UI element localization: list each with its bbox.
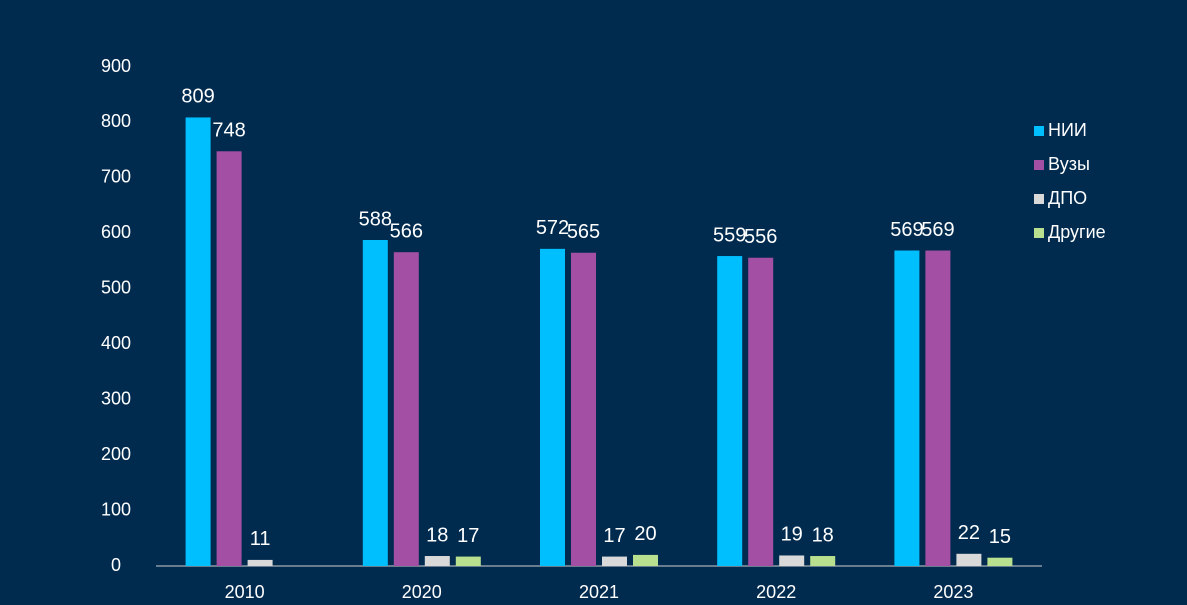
data-label: 22 xyxy=(958,522,980,544)
data-label: 748 xyxy=(212,120,245,142)
y-tick-label: 300 xyxy=(101,388,131,408)
data-label: 17 xyxy=(457,525,479,547)
bar xyxy=(540,248,565,566)
x-tick-label: 2021 xyxy=(579,582,619,602)
y-tick-label: 400 xyxy=(101,333,131,353)
data-label: 588 xyxy=(359,208,392,230)
data-label: 11 xyxy=(250,528,271,550)
bar xyxy=(602,556,627,566)
legend-swatch xyxy=(1034,126,1044,136)
y-tick-label: 700 xyxy=(101,167,131,187)
data-label: 566 xyxy=(390,220,423,242)
legend-label: Другие xyxy=(1048,222,1106,242)
y-tick-label: 800 xyxy=(101,111,131,131)
y-tick-label: 500 xyxy=(101,278,131,298)
legend-label: ДПО xyxy=(1048,188,1087,208)
data-label: 17 xyxy=(603,525,625,547)
data-label: 572 xyxy=(536,217,569,239)
bar xyxy=(455,556,481,566)
legend-label: Вузы xyxy=(1048,154,1090,174)
y-tick-label: 200 xyxy=(101,444,131,464)
data-label: 569 xyxy=(921,219,954,241)
data-label: 18 xyxy=(812,524,834,546)
y-tick-label: 0 xyxy=(111,555,121,575)
data-label: 809 xyxy=(181,86,214,108)
data-label: 556 xyxy=(744,226,777,248)
legend-swatch xyxy=(1034,160,1044,170)
bar xyxy=(633,554,658,566)
y-tick-label: 900 xyxy=(101,56,131,76)
data-label: 565 xyxy=(567,221,600,243)
y-tick-label: 600 xyxy=(101,222,131,242)
bar xyxy=(748,257,774,566)
x-tick-label: 2022 xyxy=(756,582,796,602)
legend-swatch xyxy=(1034,228,1044,238)
x-tick-label: 2023 xyxy=(933,582,973,602)
data-label: 559 xyxy=(713,224,746,246)
data-label: 15 xyxy=(989,526,1011,548)
bar xyxy=(424,556,450,566)
data-label: 18 xyxy=(426,524,448,546)
x-tick-label: 2010 xyxy=(225,582,265,602)
y-tick-label: 100 xyxy=(101,499,131,519)
bar xyxy=(247,559,273,566)
bar xyxy=(393,252,419,566)
x-tick-label: 2020 xyxy=(402,582,442,602)
bar xyxy=(362,239,388,566)
bar xyxy=(779,555,805,566)
data-label: 569 xyxy=(890,219,923,241)
bar xyxy=(571,252,596,566)
bar xyxy=(925,250,951,566)
bar xyxy=(987,557,1013,566)
bar xyxy=(717,256,743,566)
bar xyxy=(810,556,836,566)
data-label: 20 xyxy=(634,523,656,545)
bar xyxy=(185,117,211,567)
data-label: 19 xyxy=(781,524,803,546)
bar xyxy=(894,250,920,566)
bar xyxy=(216,151,242,566)
legend-swatch xyxy=(1034,194,1044,204)
legend-label: НИИ xyxy=(1048,120,1087,140)
bar xyxy=(956,553,982,566)
